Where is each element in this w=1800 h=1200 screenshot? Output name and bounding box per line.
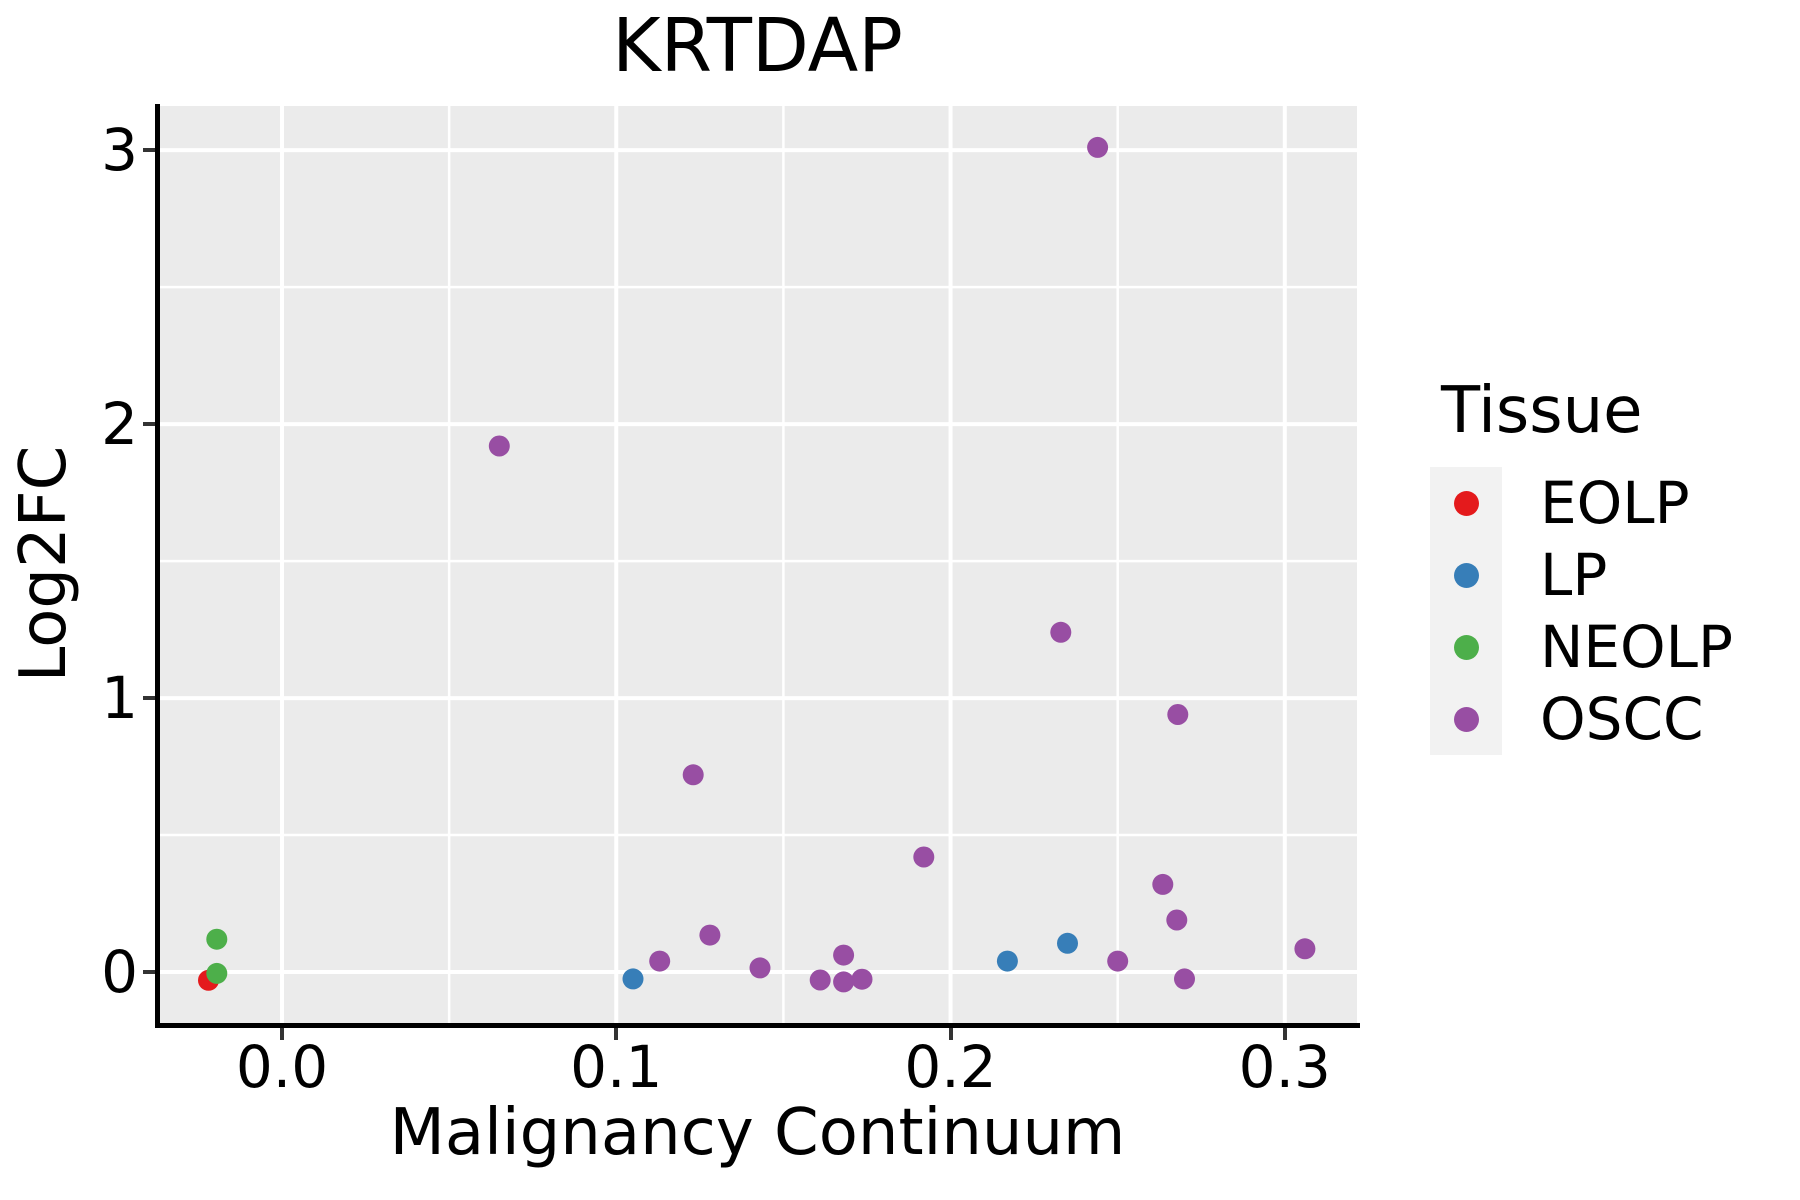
data-point-oscc xyxy=(699,924,721,946)
plot-panel xyxy=(158,106,1357,1023)
data-point-oscc xyxy=(488,435,510,457)
y-tick-mark xyxy=(143,148,155,153)
x-tick-label: 0.3 xyxy=(1238,1033,1331,1101)
legend-dot-oscc xyxy=(1453,706,1479,732)
data-point-neolp xyxy=(206,928,228,950)
x-tick-mark xyxy=(948,1028,953,1040)
x-axis-title: Malignancy Continuum xyxy=(389,1096,1126,1170)
legend-key-eolp xyxy=(1430,467,1502,539)
y-tick-mark xyxy=(143,422,155,427)
data-point-oscc xyxy=(649,950,671,972)
scatter-plot-area xyxy=(158,106,1357,1023)
y-tick-label: 0 xyxy=(101,938,138,1007)
data-point-oscc xyxy=(809,969,831,991)
data-point-oscc xyxy=(833,944,855,966)
legend-key-oscc xyxy=(1430,683,1502,755)
data-point-oscc xyxy=(1166,909,1188,931)
y-axis-title: Log2FC xyxy=(7,445,81,683)
data-point-oscc xyxy=(1087,136,1109,158)
data-point-oscc xyxy=(1050,621,1072,643)
data-point-oscc xyxy=(833,971,855,993)
data-point-oscc xyxy=(1174,968,1195,990)
data-point-oscc xyxy=(1167,704,1189,725)
data-point-lp xyxy=(622,968,644,990)
legend-label-oscc: OSCC xyxy=(1540,685,1704,753)
plot-title: KRTDAP xyxy=(612,3,903,89)
y-axis-line xyxy=(155,104,160,1028)
legend-key-lp xyxy=(1430,539,1502,611)
legend-dot-eolp xyxy=(1453,490,1479,516)
legend-label-lp: LP xyxy=(1540,541,1608,609)
y-tick-label: 3 xyxy=(101,116,138,185)
legend-label-eolp: EOLP xyxy=(1540,469,1690,537)
y-tick-mark xyxy=(143,970,155,975)
data-point-oscc xyxy=(682,764,704,786)
legend-title: Tissue xyxy=(1441,374,1643,448)
data-point-neolp xyxy=(206,962,228,984)
y-tick-label: 1 xyxy=(101,664,138,733)
y-tick-label: 2 xyxy=(101,390,138,459)
legend-key-neolp xyxy=(1430,611,1502,683)
x-tick-mark xyxy=(280,1028,284,1040)
data-point-lp xyxy=(996,950,1018,972)
data-point-oscc xyxy=(1294,938,1316,960)
legend-label-neolp: NEOLP xyxy=(1540,613,1733,681)
x-tick-label: 0.2 xyxy=(904,1033,997,1101)
data-point-oscc xyxy=(1152,873,1174,895)
y-tick-mark xyxy=(143,696,155,701)
legend-dot-lp xyxy=(1453,562,1479,588)
data-point-oscc xyxy=(749,957,771,979)
x-tick-mark xyxy=(614,1028,619,1040)
data-point-oscc xyxy=(913,846,935,868)
x-tick-mark xyxy=(1282,1028,1287,1040)
data-point-oscc xyxy=(851,968,873,990)
x-tick-label: 0.1 xyxy=(570,1033,663,1101)
x-tick-label: 0.0 xyxy=(235,1033,329,1101)
x-axis-line xyxy=(155,1023,1360,1028)
data-point-lp xyxy=(1057,932,1078,954)
legend-dot-neolp xyxy=(1453,634,1479,660)
data-point-oscc xyxy=(1107,950,1129,972)
